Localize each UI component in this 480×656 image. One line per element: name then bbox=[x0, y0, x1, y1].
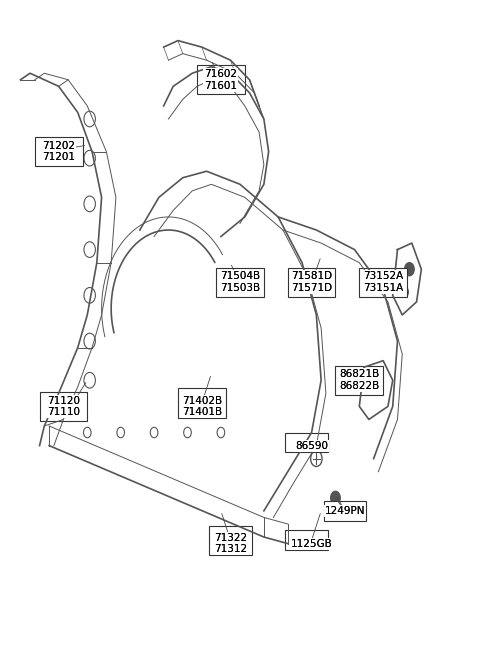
Text: 71504B
71503B: 71504B 71503B bbox=[220, 272, 260, 293]
Circle shape bbox=[331, 491, 340, 504]
Text: 1125GB: 1125GB bbox=[291, 539, 333, 548]
FancyBboxPatch shape bbox=[216, 268, 264, 297]
Text: 86821B
86822B: 86821B 86822B bbox=[339, 369, 379, 391]
Text: 73152A
73151A: 73152A 73151A bbox=[363, 272, 403, 293]
Text: 86590: 86590 bbox=[295, 441, 328, 451]
Text: 71202
71201: 71202 71201 bbox=[42, 141, 75, 163]
FancyBboxPatch shape bbox=[197, 65, 245, 94]
Circle shape bbox=[405, 262, 414, 276]
Text: 71581D
71571D: 71581D 71571D bbox=[291, 272, 332, 293]
Text: 1249PN: 1249PN bbox=[325, 506, 365, 516]
FancyBboxPatch shape bbox=[39, 392, 87, 421]
FancyBboxPatch shape bbox=[285, 531, 328, 550]
Text: 71322
71312: 71322 71312 bbox=[214, 533, 247, 554]
Text: 86590: 86590 bbox=[295, 441, 328, 451]
Text: 1249PN: 1249PN bbox=[325, 506, 365, 516]
Text: 71402B
71401B: 71402B 71401B bbox=[182, 396, 222, 417]
FancyBboxPatch shape bbox=[35, 137, 83, 167]
Text: 73152A
73151A: 73152A 73151A bbox=[363, 272, 403, 293]
FancyBboxPatch shape bbox=[209, 525, 252, 555]
Text: 71120
71110: 71120 71110 bbox=[47, 396, 80, 417]
FancyBboxPatch shape bbox=[288, 268, 336, 297]
Text: 71402B
71401B: 71402B 71401B bbox=[182, 396, 222, 417]
Text: 86821B
86822B: 86821B 86822B bbox=[339, 369, 379, 391]
Text: 1125GB: 1125GB bbox=[291, 539, 333, 548]
FancyBboxPatch shape bbox=[178, 388, 226, 418]
Text: 71581D
71571D: 71581D 71571D bbox=[291, 272, 332, 293]
Text: 71202
71201: 71202 71201 bbox=[42, 141, 75, 163]
FancyBboxPatch shape bbox=[360, 268, 407, 297]
FancyBboxPatch shape bbox=[336, 365, 383, 395]
Text: 71504B
71503B: 71504B 71503B bbox=[220, 272, 260, 293]
FancyBboxPatch shape bbox=[285, 432, 328, 452]
Text: 71120
71110: 71120 71110 bbox=[47, 396, 80, 417]
Text: 71322
71312: 71322 71312 bbox=[214, 533, 247, 554]
FancyBboxPatch shape bbox=[324, 501, 366, 521]
Text: 71602
71601: 71602 71601 bbox=[204, 69, 238, 91]
Text: 71602
71601: 71602 71601 bbox=[204, 69, 238, 91]
